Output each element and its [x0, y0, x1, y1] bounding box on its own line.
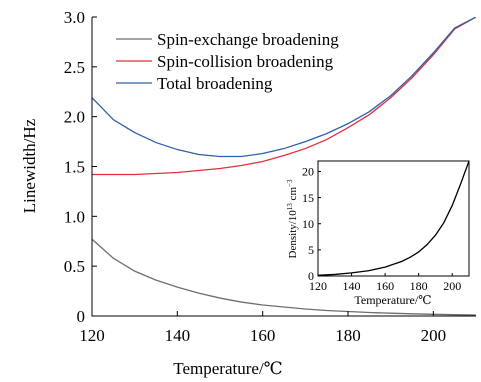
main-series-group	[92, 17, 476, 316]
main-x-tick-label: 180	[335, 326, 361, 345]
inset-axes	[317, 160, 470, 277]
main-y-tick-label: 2.5	[64, 58, 85, 77]
main-x-tick-label: 200	[421, 326, 447, 345]
inset-x-tick-label: 120	[309, 279, 327, 293]
main-series-line-0	[92, 238, 476, 316]
inset-y-label-unit-exponent: −3	[286, 179, 294, 187]
main-series-line-1	[92, 17, 476, 176]
inset-x-tick-label: 180	[410, 279, 428, 293]
main-x-axis-label: Temperature/℃	[173, 359, 282, 378]
main-x-tick-label: 160	[250, 326, 276, 345]
main-y-tick-label: 0.5	[64, 257, 85, 276]
inset-y-ticks: 0 5 10 15 20	[302, 165, 321, 283]
main-chart: 120 140 160 180 200 00.51.01.52.02.53.0 Temp…	[20, 8, 476, 378]
inset-x-tick-label: 200	[443, 279, 461, 293]
inset-x-axis-label: Temperature/℃	[354, 293, 431, 307]
main-x-ticks: 120 140 160 180 200	[79, 311, 446, 345]
inset-y-tick-label: 15	[302, 191, 314, 205]
main-y-axis-label: Linewidth/Hz	[20, 118, 39, 213]
main-x-tick-label: 140	[165, 326, 191, 345]
inset-x-ticks: 120 140 160 180 200	[309, 273, 461, 293]
inset-y-label-base: Density/10	[287, 210, 299, 259]
legend-label-1: Spin-collision broadening	[157, 52, 334, 71]
inset-series-line-0	[318, 161, 469, 276]
inset-y-tick-label: 10	[302, 217, 314, 231]
inset-y-tick-label: 0	[308, 269, 314, 283]
inset-series-group	[318, 161, 469, 276]
main-y-tick-label: 2.0	[64, 108, 85, 127]
inset-y-label-exponent: 13	[286, 203, 294, 211]
main-y-tick-label: 0	[77, 307, 86, 326]
main-legend: Spin-exchange broadening Spin-collision b…	[116, 30, 339, 93]
legend-label-0: Spin-exchange broadening	[157, 30, 339, 49]
inset-y-tick-label: 20	[302, 165, 314, 179]
inset-x-tick-label: 140	[343, 279, 361, 293]
inset-background	[318, 161, 469, 276]
main-series-line-2	[92, 17, 476, 158]
main-y-tick-label: 1.0	[64, 207, 85, 226]
inset-y-label-unit: cm	[287, 187, 299, 204]
main-y-tick-label: 3.0	[64, 8, 85, 27]
inset-chart: 120 140 160 180 200 0 5 10 15 20 Temperature/℃ D…	[286, 160, 470, 307]
main-x-tick-label: 120	[79, 326, 105, 345]
inset-y-axis-label: Density/1013 cm−3	[286, 179, 299, 258]
inset-y-tick-label: 5	[308, 243, 314, 257]
main-y-tick-label: 1.5	[64, 157, 85, 176]
legend-label-2: Total broadening	[157, 74, 273, 93]
main-y-ticks: 0 0.5 1.0 1.5 2.0 2.5 3.0	[64, 8, 97, 326]
inset-x-tick-label: 160	[376, 279, 394, 293]
